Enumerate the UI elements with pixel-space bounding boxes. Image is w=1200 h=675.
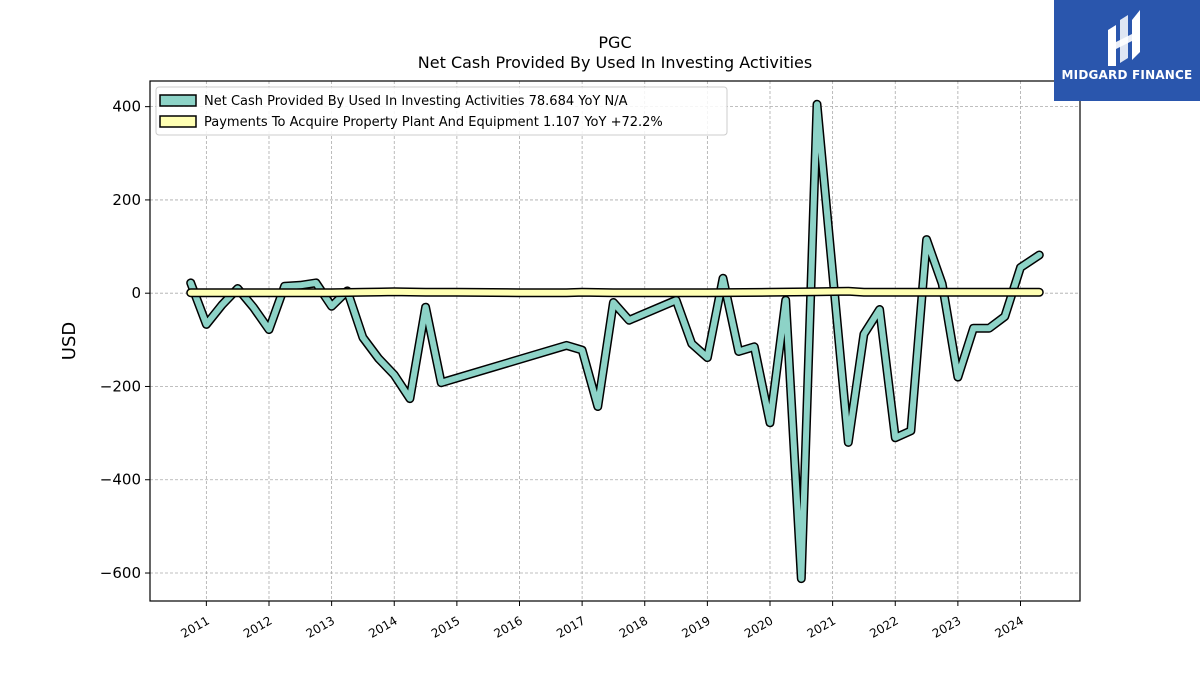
legend-box — [155, 86, 728, 136]
series-net-cash-investing-line — [187, 101, 1043, 582]
y-tick-label: 200 — [112, 191, 141, 209]
legend: Net Cash Provided By Used In Investing A… — [155, 86, 728, 136]
x-tick-label: 2024 — [993, 613, 1026, 640]
series-layer — [186, 99, 1044, 584]
x-tick-label: 2011 — [178, 613, 211, 640]
legend-swatch-capex — [159, 115, 197, 128]
legend-swatch-net-cash — [159, 94, 197, 107]
midgard-logo-icon — [1108, 10, 1140, 66]
y-tick-label: −400 — [100, 471, 141, 489]
plot-frame — [149, 80, 1081, 602]
y-tick-label: 0 — [131, 284, 141, 302]
x-tick-label: 2021 — [805, 613, 838, 640]
x-tick-label: 2016 — [492, 613, 525, 640]
x-tick-label: 2019 — [679, 613, 712, 640]
x-tick-label: 2014 — [366, 613, 399, 640]
x-tick-label: 2013 — [304, 613, 337, 640]
chart-subtitle: Net Cash Provided By Used In Investing A… — [418, 53, 812, 72]
x-axis: 2011 2012 2013 2014 2015 2016 2017 2018 2019 2020… — [178, 601, 1026, 641]
x-tick-label: 2023 — [930, 613, 963, 640]
logo-text: MIDGARD FINANCE — [1061, 68, 1193, 82]
y-tick-label: −200 — [100, 377, 141, 395]
x-tick-label: 2020 — [742, 613, 775, 640]
x-tick-label: 2018 — [617, 613, 650, 640]
chart-title: PGC — [598, 33, 631, 52]
legend-label-net-cash: Net Cash Provided By Used In Investing A… — [204, 94, 628, 109]
x-tick-label: 2022 — [867, 613, 900, 640]
y-axis: 400 200 0 −200 −400 −600 — [100, 98, 150, 582]
series-capex-line — [187, 288, 1043, 296]
x-tick-label: 2012 — [241, 613, 274, 640]
brand-logo: MIDGARD FINANCE — [1054, 0, 1200, 101]
x-tick-label: 2015 — [429, 613, 462, 640]
y-axis-label: USD — [59, 322, 80, 360]
y-tick-label: −600 — [100, 564, 141, 582]
series-net-cash-investing-outline — [186, 99, 1044, 584]
grid — [150, 81, 1080, 601]
y-tick-label: 400 — [112, 98, 141, 116]
legend-label-capex: Payments To Acquire Property Plant And E… — [204, 115, 663, 130]
x-tick-label: 2017 — [554, 613, 587, 640]
